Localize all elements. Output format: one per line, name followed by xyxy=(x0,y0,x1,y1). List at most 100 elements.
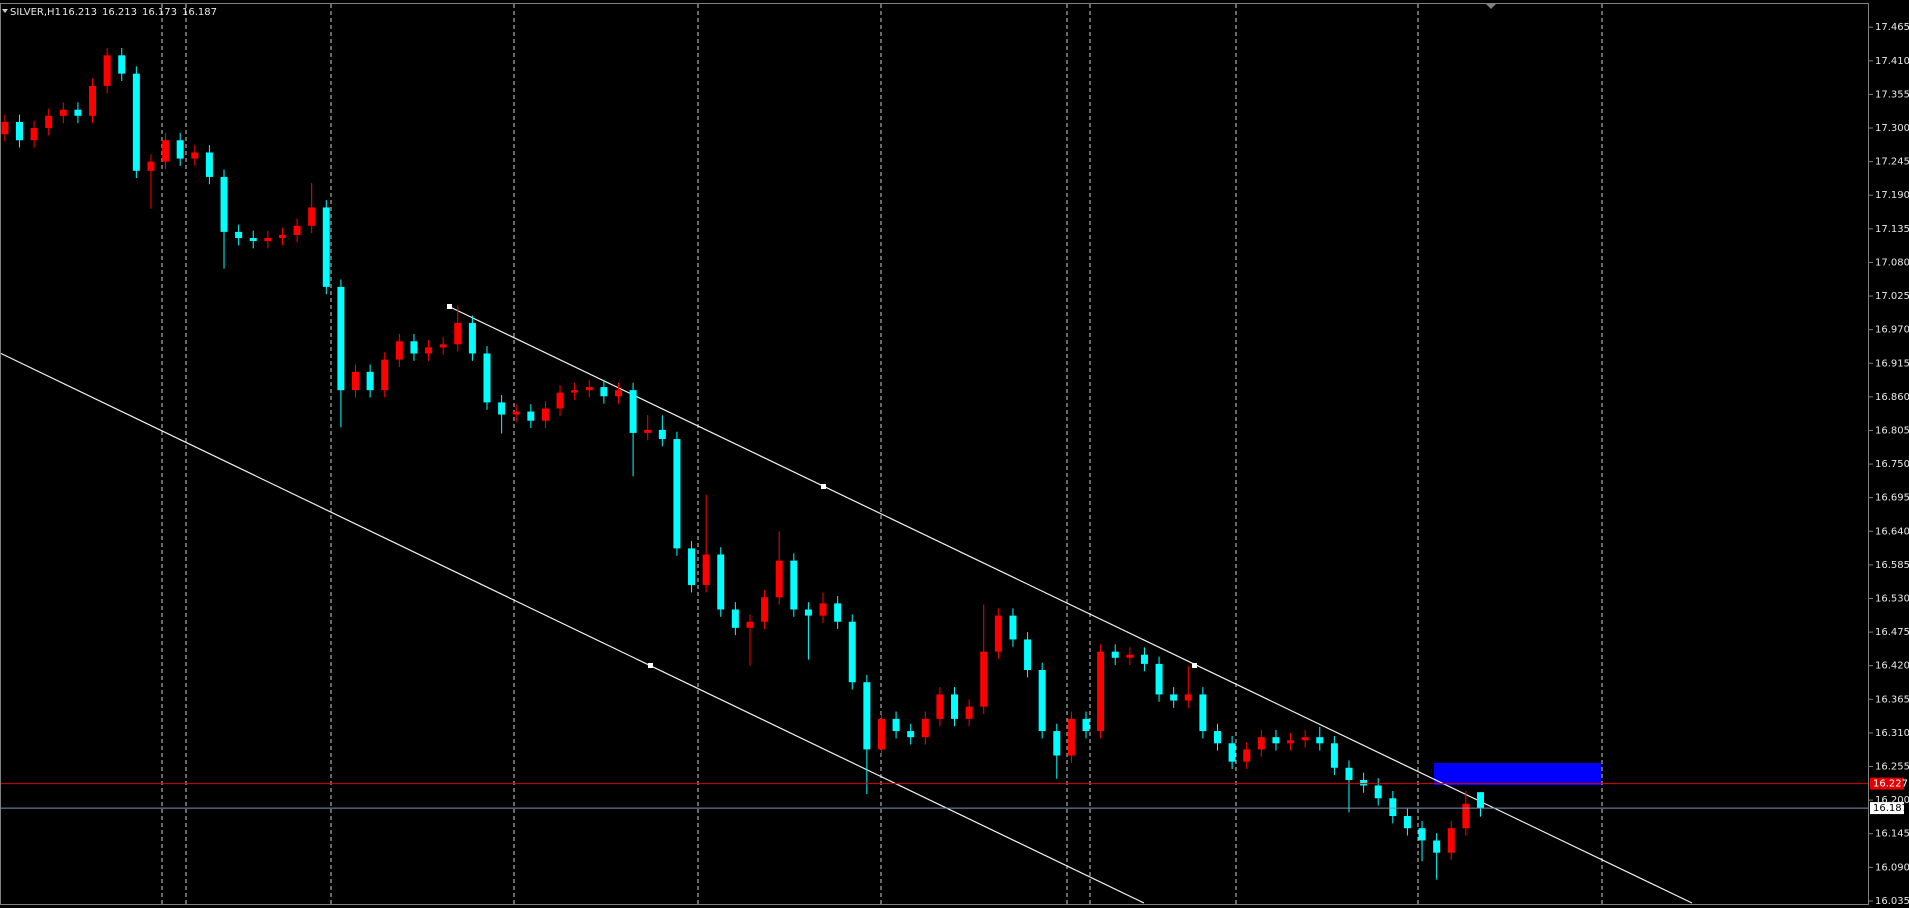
candle-body xyxy=(468,322,476,354)
candle-body xyxy=(395,341,403,360)
y-tick-label: 16.035 xyxy=(1875,896,1909,907)
candle-body xyxy=(337,286,345,391)
candle-body xyxy=(673,439,681,549)
candle-body xyxy=(1155,663,1163,695)
candle-body xyxy=(45,115,53,129)
candle-body xyxy=(994,615,1002,652)
candle-body xyxy=(132,73,140,171)
candle-body xyxy=(848,621,856,683)
price-label-box xyxy=(1870,802,1904,815)
candle-body xyxy=(1038,669,1046,732)
header-high: 16.213 xyxy=(102,7,137,18)
candle-body xyxy=(921,718,929,738)
header-close: 16.187 xyxy=(182,7,217,18)
candle-body xyxy=(74,109,82,116)
candle-body xyxy=(308,207,316,226)
candle-body xyxy=(731,609,739,628)
header-open: 16.213 xyxy=(62,7,97,18)
candle-body xyxy=(220,176,228,232)
candle-body xyxy=(1476,792,1484,809)
y-tick-label: 17.080 xyxy=(1875,257,1909,268)
y-tick-label: 16.585 xyxy=(1875,560,1909,571)
candle-body xyxy=(249,238,257,242)
candle-body xyxy=(191,152,199,159)
candle-body xyxy=(1447,828,1455,853)
candle-body xyxy=(1126,654,1134,658)
candle-body xyxy=(702,554,710,586)
candle-body xyxy=(1243,749,1251,762)
candle-body xyxy=(293,225,301,235)
candle-body xyxy=(454,322,462,345)
anchor xyxy=(821,484,826,489)
candle-body xyxy=(118,55,126,74)
candle-body xyxy=(1316,737,1324,744)
candle-body xyxy=(366,371,374,391)
shift-marker xyxy=(1486,4,1496,9)
anchor xyxy=(1192,663,1197,668)
candle-body xyxy=(1111,651,1119,658)
candle-body xyxy=(1433,840,1441,853)
candle-body xyxy=(512,411,520,415)
y-tick-label: 17.245 xyxy=(1875,157,1909,168)
candle-body xyxy=(717,554,725,610)
candle-body xyxy=(1272,737,1280,744)
y-tick-label: 16.915 xyxy=(1875,358,1909,369)
y-tick-label: 16.310 xyxy=(1875,728,1909,739)
candles xyxy=(1,47,1484,880)
candle-body xyxy=(147,161,155,171)
candle-body xyxy=(1257,737,1265,750)
candle-body xyxy=(629,390,637,433)
y-tick-label: 16.365 xyxy=(1875,694,1909,705)
anchor xyxy=(648,663,653,668)
y-tick-label: 16.530 xyxy=(1875,594,1909,605)
candle-body xyxy=(162,140,170,162)
header: SILVER,H1 16.213 16.213 16.173 16.187 xyxy=(2,7,217,18)
candle-body xyxy=(15,121,23,141)
header-arrow xyxy=(2,9,8,13)
candle-body xyxy=(1360,779,1368,786)
candle-body xyxy=(556,392,564,409)
candle-body xyxy=(658,429,666,440)
candle-body xyxy=(322,207,330,287)
candle-body xyxy=(907,731,915,738)
candle-body xyxy=(951,694,959,719)
candle-body xyxy=(1418,828,1426,841)
candle-body xyxy=(1330,743,1338,768)
candle-body xyxy=(1228,743,1236,762)
candle-body xyxy=(1403,816,1411,829)
y-tick-label: 16.750 xyxy=(1875,459,1909,470)
y-tick-label: 16.200 xyxy=(1875,795,1909,806)
y-tick-label: 16.860 xyxy=(1875,392,1909,403)
candle-body xyxy=(1374,785,1382,799)
y-tick-label: 16.475 xyxy=(1875,627,1909,638)
candle-body xyxy=(541,408,549,421)
y-tick-label: 16.695 xyxy=(1875,493,1909,504)
candle-body xyxy=(1214,731,1221,744)
candle-body xyxy=(30,128,38,141)
candle-body xyxy=(425,347,433,354)
candle-body xyxy=(205,152,213,177)
candle-body xyxy=(1184,694,1192,701)
symbol: SILVER,H1 xyxy=(10,7,61,18)
candle-body xyxy=(1009,615,1017,640)
candle-body xyxy=(103,55,111,86)
candle-body xyxy=(1024,639,1032,670)
y-tick-label: 17.190 xyxy=(1875,190,1909,201)
candle-body xyxy=(235,231,243,239)
candle-body xyxy=(877,718,885,750)
candle-body xyxy=(688,548,696,586)
plot-frame xyxy=(0,3,1869,905)
candle-body xyxy=(761,597,769,622)
candle-body xyxy=(89,85,97,116)
candle-body xyxy=(804,609,812,616)
candle-body xyxy=(1389,798,1397,817)
candle-body xyxy=(746,621,754,628)
candle-body xyxy=(483,353,491,403)
candle-body xyxy=(980,651,988,707)
y-tick-label: 17.355 xyxy=(1875,89,1909,100)
y-tick-label: 16.970 xyxy=(1875,325,1909,336)
candle-body xyxy=(775,560,783,598)
candle-body xyxy=(1,121,9,135)
